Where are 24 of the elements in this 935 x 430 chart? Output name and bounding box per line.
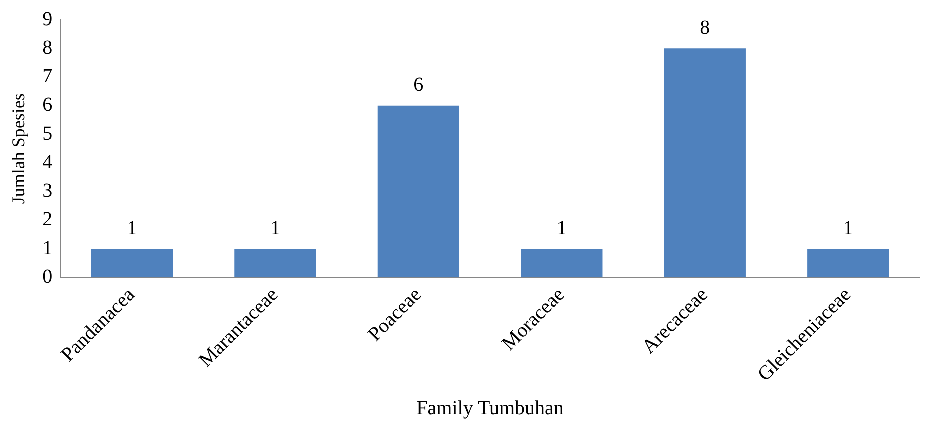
bar bbox=[521, 249, 603, 278]
data-label: 6 bbox=[414, 74, 424, 96]
y-tick-label: 6 bbox=[42, 94, 53, 116]
y-tick-label: 5 bbox=[42, 122, 53, 145]
data-label: 1 bbox=[843, 217, 854, 240]
y-tick-label: 8 bbox=[42, 36, 53, 59]
data-label: 1 bbox=[127, 217, 138, 240]
y-tick-label: 0 bbox=[42, 266, 53, 288]
y-tick-label: 1 bbox=[42, 237, 53, 260]
data-label: 8 bbox=[700, 16, 710, 39]
bar bbox=[91, 249, 174, 278]
bar bbox=[664, 48, 746, 278]
x-axis-title: Family Tumbuhan bbox=[416, 397, 564, 420]
y-tick-label: 2 bbox=[42, 208, 53, 231]
bar bbox=[234, 249, 316, 278]
y-axis-title: Jumlah Spesies bbox=[8, 94, 29, 204]
y-tick-label: 9 bbox=[42, 8, 53, 30]
bar bbox=[808, 249, 890, 278]
data-label: 1 bbox=[270, 217, 280, 240]
data-label: 1 bbox=[556, 217, 567, 240]
y-tick-label: 4 bbox=[42, 151, 53, 174]
bar bbox=[378, 106, 460, 278]
y-tick-label: 3 bbox=[42, 180, 53, 202]
y-tick-label: 7 bbox=[42, 66, 53, 88]
